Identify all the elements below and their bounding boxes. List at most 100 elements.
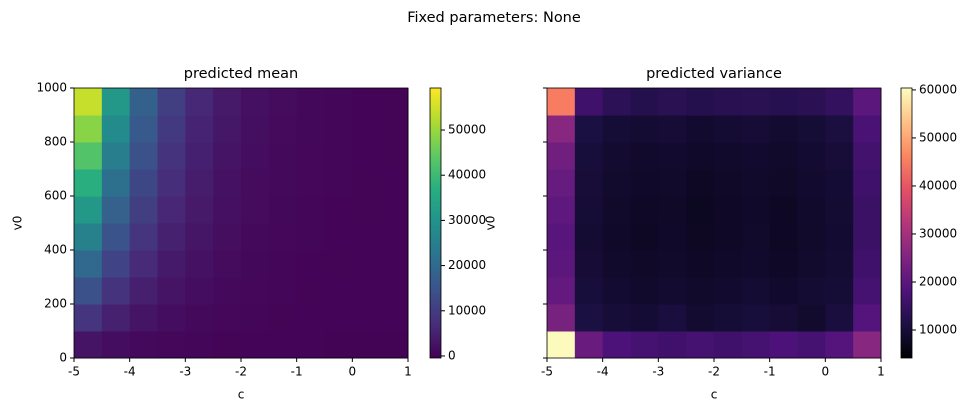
heatmap-cell: [185, 304, 214, 332]
heatmap-cell: [157, 331, 186, 359]
x-axis-label: c: [711, 388, 718, 402]
heatmap-cell: [658, 88, 687, 116]
heatmap-cell: [129, 304, 158, 332]
heatmap-cell: [129, 277, 158, 305]
heatmap-cell: [185, 142, 214, 170]
heatmap-cell: [157, 115, 186, 143]
x-tick-label: -4: [124, 365, 136, 379]
heatmap-cell: [741, 277, 771, 305]
x-tick-label: -1: [764, 365, 776, 379]
heatmap-cell: [129, 115, 158, 143]
heatmap-cell: [797, 169, 826, 197]
colorbar-tick-label: 60000: [919, 82, 957, 96]
heatmap-cell: [825, 115, 854, 143]
heatmap-cell: [352, 304, 381, 332]
heatmap-cell: [380, 250, 409, 278]
heatmap-cell: [630, 250, 659, 278]
heatmap-cell: [268, 115, 298, 143]
y-tick-label: 200: [44, 297, 67, 311]
heatmap-cell: [101, 142, 131, 170]
heatmap-cell: [602, 250, 631, 278]
heatmap-cell: [797, 331, 826, 359]
heatmap-cell: [741, 196, 771, 224]
x-tick-label: -5: [68, 365, 80, 379]
heatmap-cell: [547, 223, 576, 251]
heatmap-cell: [101, 331, 131, 359]
heatmap-cell: [268, 169, 298, 197]
heatmap-cell: [213, 88, 242, 116]
heatmap-cell: [101, 169, 131, 197]
heatmap-cell: [853, 142, 882, 170]
heatmap-cell: [853, 304, 882, 332]
heatmap-cell: [825, 331, 854, 359]
heatmap-cell: [241, 304, 270, 332]
heatmap-cell: [547, 277, 576, 305]
heatmap-cell: [714, 115, 743, 143]
heatmap-cell: [352, 115, 381, 143]
heatmap-cell: [602, 88, 631, 116]
heatmap-cell: [324, 304, 353, 332]
heatmap-cell: [213, 115, 242, 143]
heatmap-cell: [157, 250, 186, 278]
heatmap-cell: [185, 169, 214, 197]
axes-title: predicted variance: [646, 66, 782, 82]
y-tick-label: 400: [44, 243, 67, 257]
heatmap-cell: [241, 331, 270, 359]
heatmap-cell: [602, 196, 631, 224]
x-tick-label: -3: [652, 365, 664, 379]
heatmap-cell: [686, 277, 715, 305]
heatmap-cell: [157, 88, 186, 116]
heatmap-cell: [296, 169, 325, 197]
heatmap-cell: [741, 88, 771, 116]
heatmap-cell: [797, 88, 826, 116]
heatmap-cell: [602, 223, 631, 251]
heatmap-cell: [352, 88, 381, 116]
heatmap-cell: [825, 250, 854, 278]
heatmap-cell: [769, 142, 798, 170]
heatmap-cell: [157, 304, 186, 332]
heatmap-cell: [547, 142, 576, 170]
heatmap-cell: [602, 169, 631, 197]
heatmap-cell: [769, 331, 798, 359]
heatmap-cell: [630, 223, 659, 251]
colorbar-tick-label: 50000: [448, 123, 486, 137]
heatmap-cell: [380, 223, 409, 251]
heatmap-cell: [185, 331, 214, 359]
heatmap-cell: [241, 142, 270, 170]
heatmap-cell: [268, 331, 298, 359]
heatmap-cell: [157, 277, 186, 305]
heatmap-cell: [324, 277, 353, 305]
heatmap-cell: [797, 142, 826, 170]
heatmap-cell: [797, 304, 826, 332]
y-tick-label: 1000: [36, 81, 67, 95]
heatmap-cell: [324, 331, 353, 359]
x-tick-label: 1: [404, 365, 412, 379]
heatmap-cell: [853, 250, 882, 278]
heatmap-cell: [658, 115, 687, 143]
heatmap-cell: [714, 277, 743, 305]
heatmap-cell: [324, 196, 353, 224]
heatmap-cell: [574, 277, 604, 305]
heatmap-cell: [352, 277, 381, 305]
heatmap-cell: [630, 277, 659, 305]
colorbar-tick-label: 30000: [919, 226, 957, 240]
heatmap-cell: [547, 196, 576, 224]
heatmap-cell: [825, 142, 854, 170]
heatmap-cell: [686, 142, 715, 170]
colorbar-tick-label: 0: [448, 348, 456, 362]
x-tick-label: -2: [708, 365, 720, 379]
x-tick-label: -5: [541, 365, 553, 379]
heatmap-cell: [380, 142, 409, 170]
colorbar-tick-label: 50000: [919, 130, 957, 144]
heatmap-cell: [658, 331, 687, 359]
y-tick-label: 600: [44, 189, 67, 203]
heatmap-cell: [380, 169, 409, 197]
heatmap-cell: [324, 115, 353, 143]
heatmap-cell: [296, 115, 325, 143]
heatmap-cell: [853, 88, 882, 116]
heatmap-cell: [157, 196, 186, 224]
heatmap-cell: [769, 223, 798, 251]
heatmap-cell: [630, 142, 659, 170]
heatmap-cell: [574, 250, 604, 278]
